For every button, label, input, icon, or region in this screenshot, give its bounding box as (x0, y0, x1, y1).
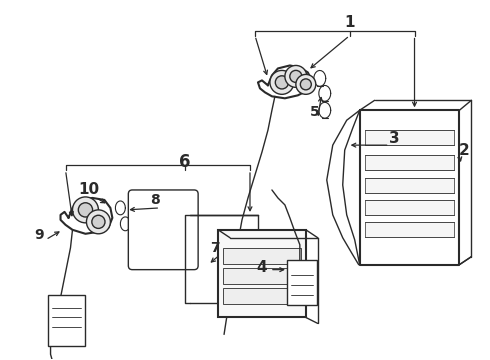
Bar (365, 222, 454, 237)
FancyBboxPatch shape (128, 190, 198, 270)
Text: 1: 1 (344, 15, 355, 30)
Circle shape (86, 210, 110, 234)
Text: 8: 8 (150, 193, 160, 207)
Bar (365, 155, 454, 170)
Circle shape (92, 215, 105, 228)
Bar (218, 230, 306, 318)
Bar (223, 248, 301, 264)
Bar (223, 268, 301, 284)
Bar (287, 260, 317, 305)
Text: 3: 3 (389, 131, 400, 146)
Circle shape (73, 197, 98, 223)
Text: 2: 2 (459, 143, 470, 158)
Circle shape (285, 66, 307, 87)
Text: 5: 5 (310, 105, 319, 119)
Bar (223, 288, 301, 303)
Bar (365, 200, 454, 215)
Circle shape (296, 75, 316, 94)
Circle shape (78, 203, 93, 217)
Circle shape (300, 79, 311, 90)
Text: 4: 4 (257, 260, 267, 275)
Bar (365, 130, 454, 145)
Text: 9: 9 (34, 228, 44, 242)
Circle shape (270, 71, 294, 94)
Bar (365, 178, 454, 193)
Bar (48, 294, 85, 346)
Circle shape (275, 76, 289, 89)
Circle shape (290, 70, 302, 82)
Text: 6: 6 (179, 153, 191, 171)
Text: 7: 7 (210, 241, 220, 255)
Text: 10: 10 (78, 183, 99, 198)
